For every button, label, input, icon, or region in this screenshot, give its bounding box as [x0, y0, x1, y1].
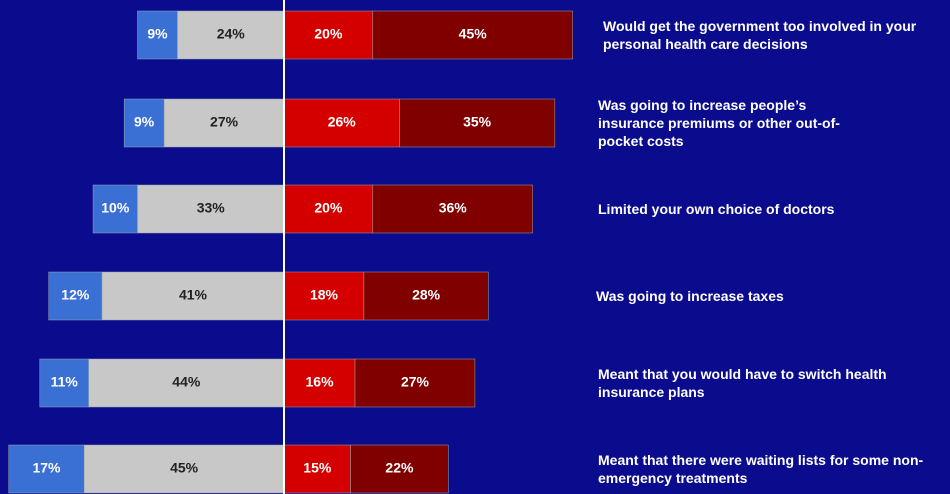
bar-segment — [83, 444, 285, 494]
category-label: Was going to increase people’s insurance… — [598, 97, 840, 149]
bar-segment — [137, 10, 178, 60]
bar-segment — [354, 358, 476, 408]
bar-segment — [92, 184, 138, 234]
bar-segment — [163, 98, 285, 148]
bar-segment — [8, 444, 85, 494]
bar-segment — [39, 358, 89, 408]
bar-segment — [372, 10, 573, 60]
bar-segment — [399, 98, 556, 148]
value-label: 11% — [51, 374, 79, 390]
bar-segment — [88, 358, 285, 408]
value-label: 28% — [412, 287, 441, 303]
bar-segment — [372, 184, 533, 234]
value-label: 27% — [210, 114, 239, 130]
value-label: 18% — [310, 287, 339, 303]
value-label: 17% — [32, 460, 61, 476]
value-label: 41% — [179, 287, 208, 303]
value-label: 22% — [385, 460, 414, 476]
value-label: 10% — [101, 200, 130, 216]
value-label: 9% — [134, 114, 155, 130]
value-label: 33% — [197, 200, 226, 216]
category-label: Meant that you would have to switch heal… — [598, 366, 887, 400]
category-label: Meant that there were waiting lists for … — [598, 452, 924, 486]
value-label: 35% — [463, 114, 492, 130]
bar-segment — [123, 98, 165, 148]
value-label: 36% — [439, 200, 468, 216]
value-label: 44% — [172, 374, 201, 390]
value-label: 20% — [314, 26, 343, 42]
value-label: 12% — [61, 287, 90, 303]
value-label: 16% — [306, 374, 335, 390]
value-label: 27% — [401, 374, 430, 390]
bar-segment — [283, 444, 351, 494]
value-label: 45% — [459, 26, 488, 42]
bar-segment — [363, 271, 489, 321]
value-label: 45% — [170, 460, 199, 476]
bar-segment — [48, 271, 103, 321]
value-label: 15% — [303, 460, 332, 476]
bar-segment — [283, 10, 374, 60]
bar-segment — [283, 358, 356, 408]
bar-segment — [350, 444, 449, 494]
bar-segment — [177, 10, 285, 60]
bar-segment — [101, 271, 285, 321]
category-label: Limited your own choice of doctors — [598, 201, 835, 217]
bar-segment — [283, 98, 400, 148]
value-label: 9% — [147, 26, 168, 42]
value-label: 24% — [217, 26, 246, 42]
category-label: Would get the government too involved in… — [603, 18, 917, 52]
category-label: Was going to increase taxes — [596, 288, 784, 304]
bar-segment — [283, 271, 365, 321]
value-label: 20% — [314, 200, 343, 216]
value-label: 26% — [328, 114, 357, 130]
